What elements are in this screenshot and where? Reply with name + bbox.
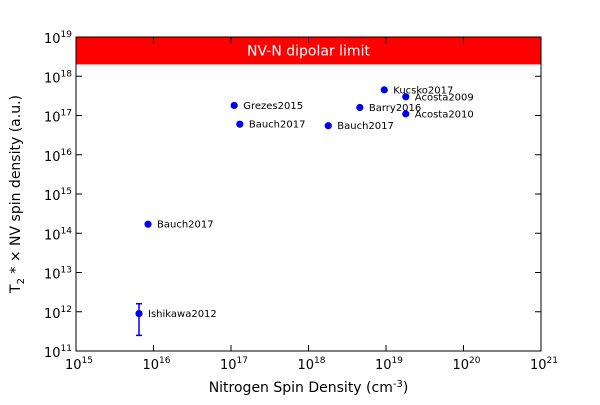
y-tick-label: 1012: [44, 305, 72, 322]
point-label: Kucsko2017: [393, 85, 453, 96]
point-label: Acosta2009: [415, 92, 474, 103]
x-axis-title: Nitrogen Spin Density (cm-3): [209, 379, 409, 396]
data-point: Grezes2015: [230, 101, 303, 112]
y-tick-label: 1014: [44, 226, 72, 243]
x-tick-label: 1015: [65, 356, 93, 373]
x-tick-label: 1017: [220, 356, 248, 373]
plot-frame: [75, 36, 542, 352]
point-label: Bauch2017: [249, 120, 306, 131]
data-point: Acosta2010: [402, 109, 474, 120]
y-tick-label: 1015: [44, 187, 72, 204]
point-marker: [402, 93, 410, 101]
y-tick-label: 1013: [44, 266, 72, 283]
y-axis-title: T2 * × NV spin density (a.u.): [8, 95, 27, 294]
x-tick-label: 1016: [143, 356, 171, 373]
point-label: Bauch2017: [337, 121, 394, 132]
y-tick-label: 1016: [44, 148, 72, 165]
x-tick-label: 1019: [375, 356, 403, 373]
y-tick-label: 1019: [44, 30, 72, 47]
point-marker: [380, 86, 388, 94]
point-label: Grezes2015: [243, 101, 303, 112]
data-point: Bauch2017: [144, 220, 214, 231]
data-point: Ishikawa2012: [135, 302, 217, 337]
data-point: Acosta2009: [402, 92, 474, 103]
point-marker: [144, 220, 152, 228]
point-label: Acosta2010: [415, 109, 474, 120]
points-layer: Grezes2015 Bauch2017 Bauch2017 Kucsko2017 Ba…: [135, 85, 474, 337]
point-marker: [135, 309, 143, 318]
dipolar-limit-label: NV-N dipolar limit: [247, 44, 370, 60]
x-tick-label: 1018: [298, 356, 326, 373]
data-point: Barry2016: [356, 103, 421, 114]
y-tick-label: 1018: [44, 69, 72, 86]
x-tick-label: 1020: [453, 356, 481, 373]
data-point: Bauch2017: [324, 121, 394, 132]
x-tick-label: 1021: [530, 356, 558, 373]
point-marker: [356, 103, 364, 112]
point-marker: [402, 110, 410, 118]
data-point: Bauch2017: [236, 120, 305, 131]
point-label: Ishikawa2012: [148, 309, 217, 320]
point-marker: [230, 101, 238, 110]
point-label: Barry2016: [369, 103, 421, 114]
y-tick-label: 1017: [44, 109, 72, 126]
point-marker: [236, 120, 244, 128]
ticks-layer: 1015 1016 1017 1018 1019 1020 1021 1011 1012 1013…: [44, 30, 558, 373]
y-tick-label: 1011: [44, 344, 72, 361]
point-label: Bauch2017: [157, 220, 214, 231]
data-point: Kucsko2017: [380, 85, 453, 96]
point-marker: [324, 122, 332, 130]
